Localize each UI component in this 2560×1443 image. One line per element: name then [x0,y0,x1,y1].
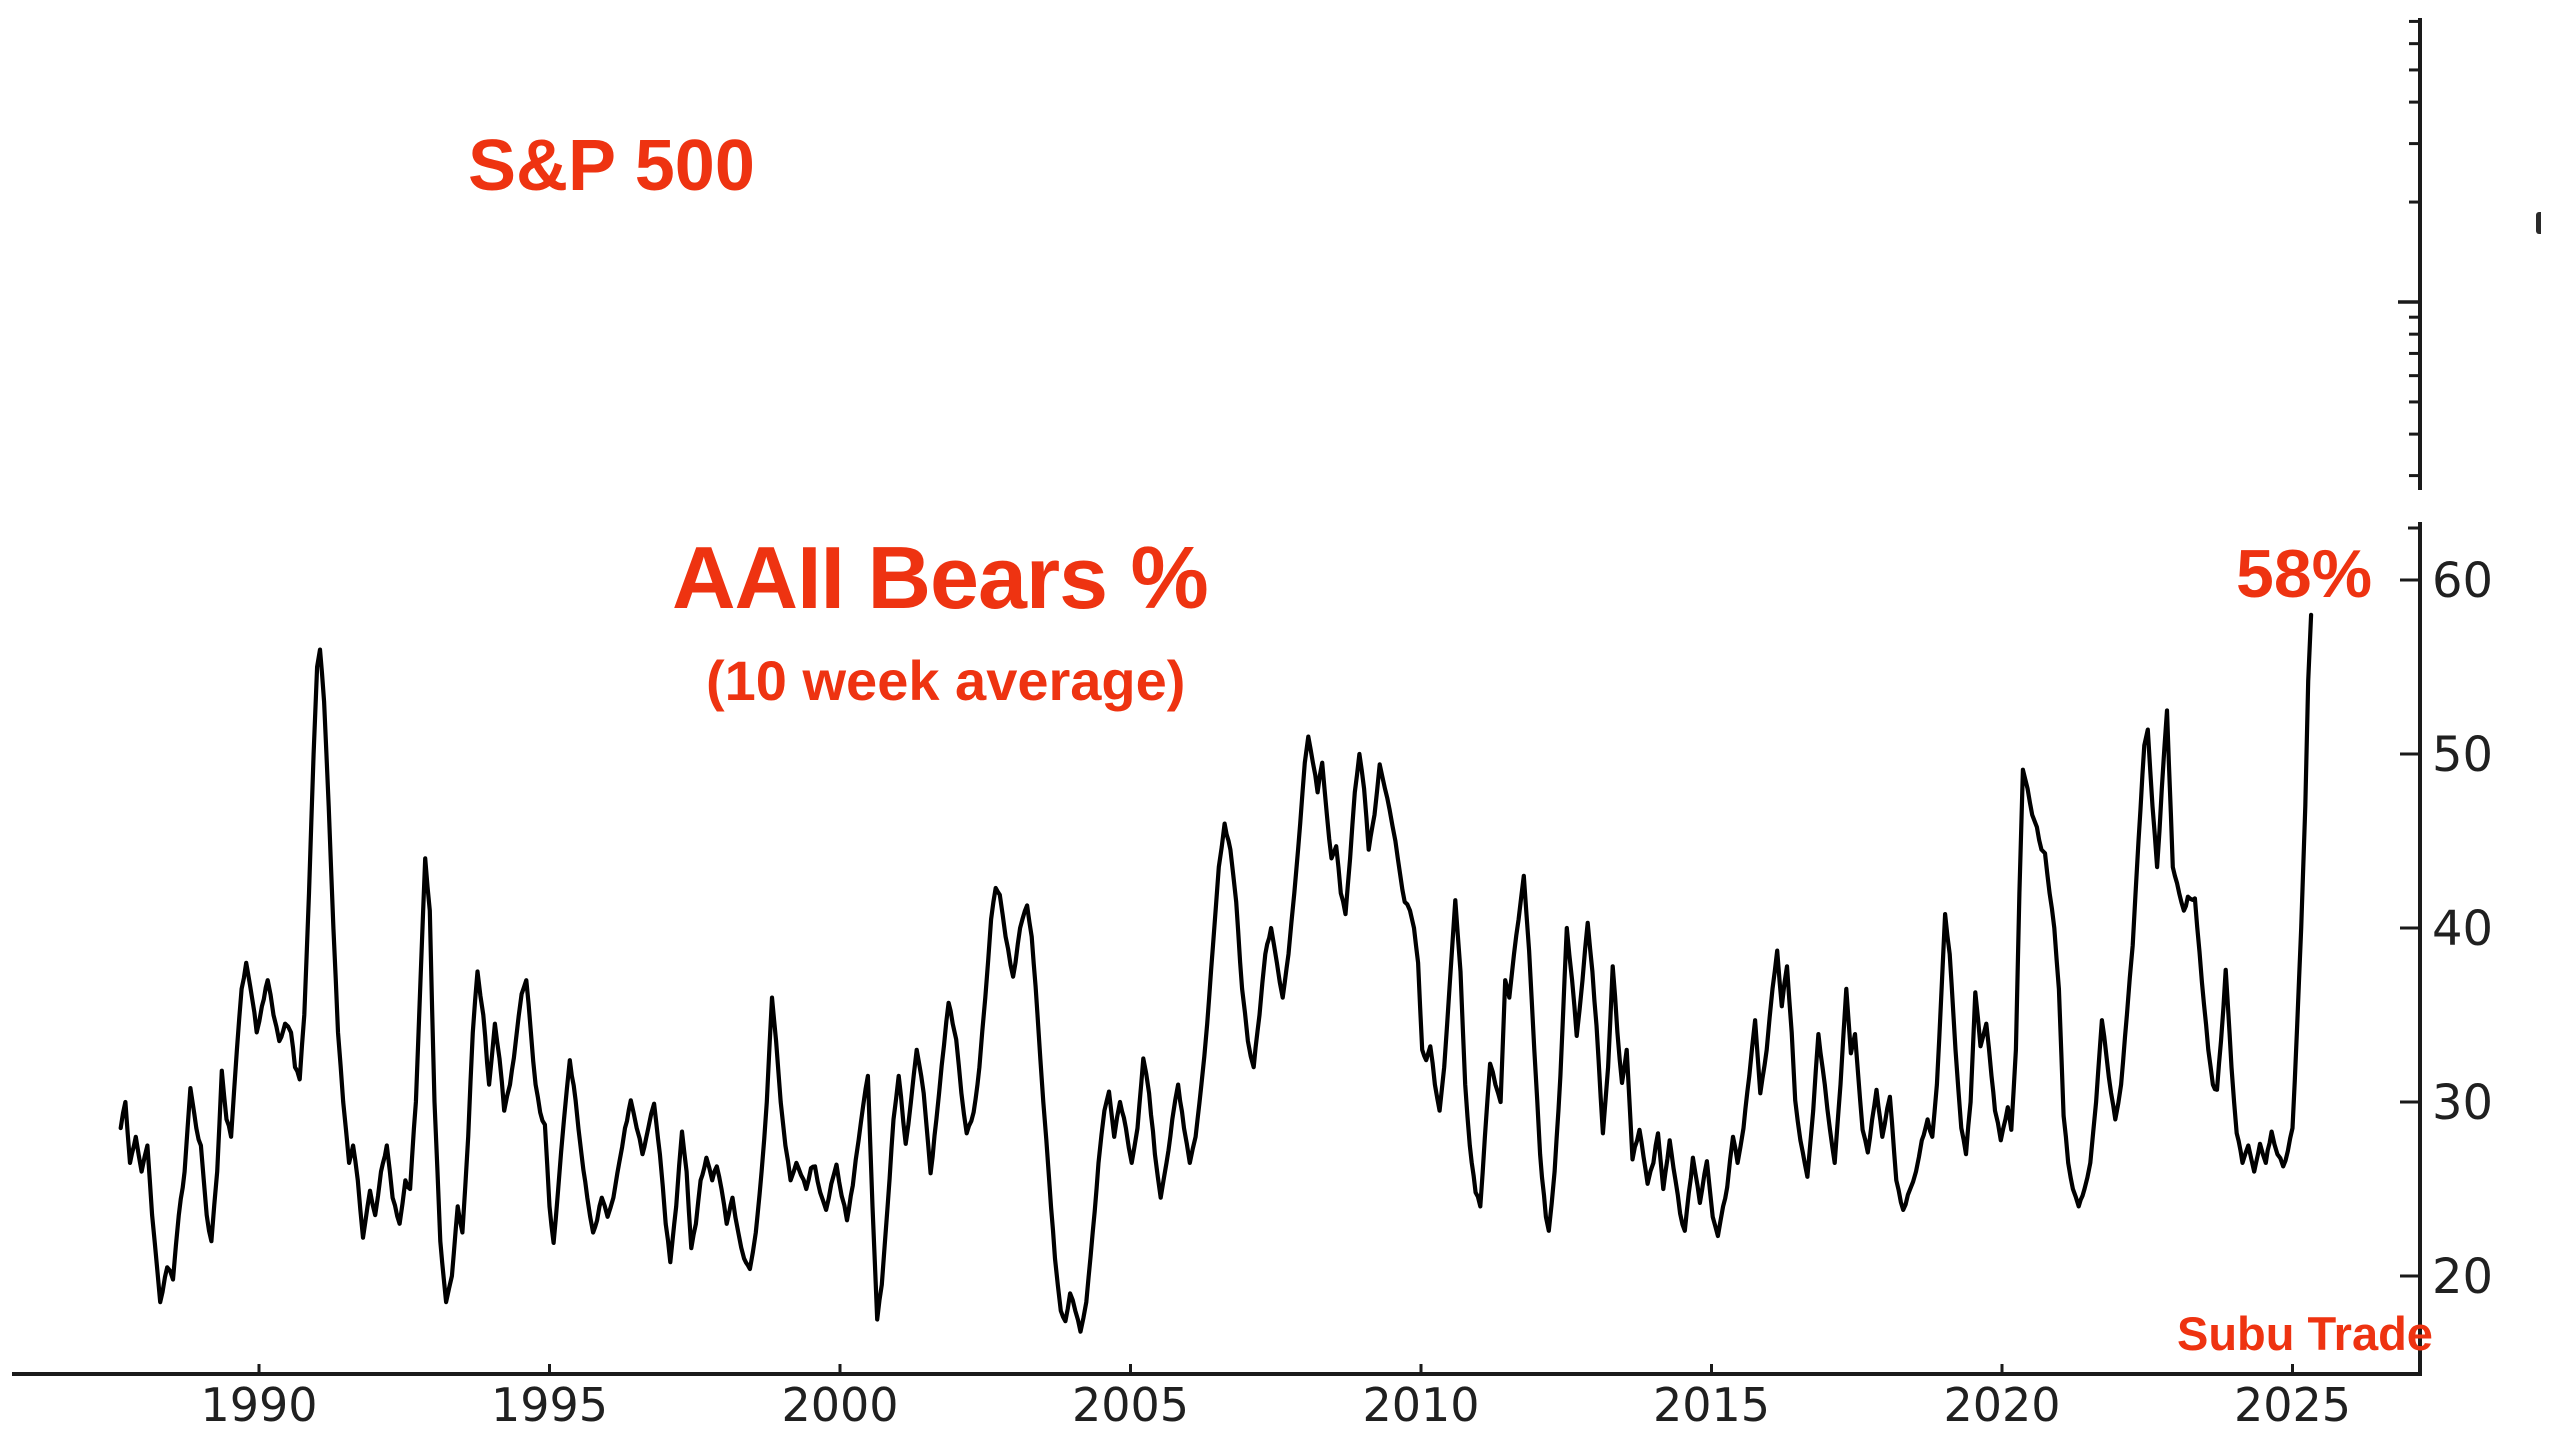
x-axis-tick-label: 2005 [1072,1378,1189,1432]
bears-y-axis-tick-label: 20 [2432,1249,2493,1305]
bears-y-axis-tick-label: 60 [2432,553,2493,609]
sp500-series-label: S&P 500 [468,126,755,206]
x-axis-tick-label: 2020 [1943,1378,2060,1432]
x-axis-tick-label: 2025 [2234,1378,2351,1432]
x-axis-tick-label: 1995 [491,1378,608,1432]
x-axis-tick-label: 2000 [781,1378,898,1432]
x-axis-tick-label: 2010 [1362,1378,1479,1432]
x-axis-tick-label: 2015 [1653,1378,1770,1432]
bears-y-axis-tick-label: 30 [2432,1075,2493,1131]
x-axis-tick-label: 1990 [200,1378,317,1432]
bears-line [118,612,2314,1334]
bears-y-axis-tick-label: 50 [2432,727,2493,783]
bears-y-axis-tick-label: 40 [2432,901,2493,957]
bears-subtitle-label: (10 week average) [706,649,1186,712]
bears-peak-annotation: 58% [2236,536,2373,612]
watermark-label: Subu Trade [2177,1307,2433,1360]
bears-series-label: AAII Bears % [672,528,1209,627]
clipped-label-fragment [2536,212,2541,234]
